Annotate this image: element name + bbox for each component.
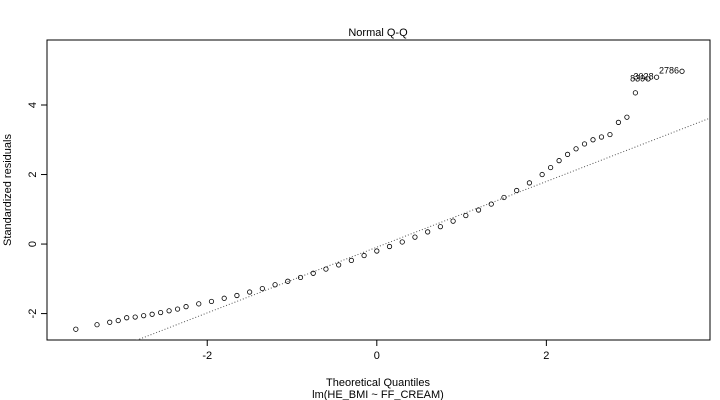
point: [73, 326, 79, 332]
point: [208, 298, 215, 305]
point: [323, 266, 329, 272]
point: [564, 151, 571, 157]
point: [556, 158, 562, 164]
point: [463, 212, 469, 219]
chart-title: Normal Q-Q: [348, 27, 408, 39]
point: [425, 229, 431, 235]
point: [166, 308, 172, 314]
point: [297, 274, 304, 281]
point: [183, 304, 189, 310]
y-axis-label: Standardized residuals: [2, 134, 14, 246]
x-tick-label: 0: [374, 350, 380, 362]
point-label: 839: [630, 73, 645, 83]
point: [94, 322, 100, 328]
point: [437, 224, 443, 230]
point: [141, 313, 147, 319]
point: [132, 314, 138, 320]
point: [475, 207, 482, 213]
point: [158, 309, 164, 316]
point: [259, 285, 265, 292]
point: [598, 134, 605, 140]
caption: lm(HE_BMI ~ FF_CREAM): [312, 389, 444, 400]
point-label: 3028: [634, 72, 654, 82]
reference-line: [135, 117, 710, 340]
point: [107, 319, 113, 325]
point: [174, 306, 181, 312]
y-tick-label: 4: [27, 102, 39, 108]
point: [361, 252, 367, 259]
point: [196, 301, 202, 307]
point: [386, 243, 393, 250]
x-tick-label: 2: [543, 350, 549, 362]
point: [348, 257, 354, 263]
point-label: 2786: [659, 66, 679, 76]
point: [124, 315, 130, 321]
point: [679, 68, 685, 74]
y-tick-label: 2: [27, 171, 39, 177]
point: [247, 289, 253, 295]
point: [653, 74, 660, 80]
point: [272, 282, 278, 288]
point: [573, 146, 579, 152]
point: [115, 317, 121, 324]
point: [607, 131, 613, 138]
point: [624, 114, 630, 120]
plot-frame: [46, 39, 711, 341]
point: [310, 270, 316, 276]
point: [632, 90, 638, 96]
point: [526, 180, 533, 186]
point: [336, 262, 342, 268]
point: [412, 234, 418, 240]
point: [581, 141, 588, 147]
point: [548, 164, 554, 171]
point: [539, 171, 545, 178]
point: [450, 218, 456, 224]
point: [374, 248, 380, 254]
point: [488, 201, 494, 207]
y-tick-label: 0: [27, 241, 39, 247]
point: [149, 311, 155, 317]
y-tick-label: -2: [27, 309, 39, 319]
x-tick-label: -2: [202, 350, 212, 362]
point: [285, 278, 291, 284]
x-axis-label: Theoretical Quantiles: [326, 377, 430, 389]
point: [399, 239, 405, 245]
point: [234, 292, 240, 299]
point: [645, 76, 651, 82]
point: [514, 187, 520, 194]
point: [590, 137, 596, 143]
point: [221, 295, 227, 301]
point: [615, 119, 622, 125]
point: [501, 194, 507, 201]
